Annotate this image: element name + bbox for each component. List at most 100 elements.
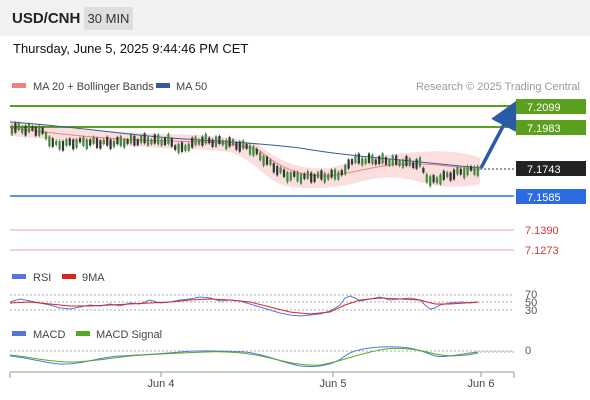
credit-label: Research © 2025 Trading Central [416, 81, 580, 93]
candle-body [391, 155, 394, 166]
candle-body [337, 171, 340, 180]
ma50-legend-label: MA 50 [176, 81, 207, 93]
candle-body [388, 160, 391, 166]
candle-body [354, 154, 357, 163]
rsi-tick-70: 70 [525, 289, 537, 301]
candle-body [126, 139, 129, 144]
candle-body [412, 162, 415, 169]
candle-body [14, 122, 17, 133]
candle-body [242, 140, 245, 149]
candle-body [112, 140, 116, 147]
candle-body [38, 125, 41, 136]
macd-line [9, 346, 479, 367]
candle-body [259, 152, 262, 161]
candle-body [357, 153, 360, 164]
candle-body [187, 143, 190, 151]
timeframe-button[interactable]: 30 MIN [84, 7, 133, 30]
candle-body [82, 137, 85, 146]
candle-body [293, 171, 296, 177]
candle-body [449, 172, 452, 181]
candle-body [269, 159, 272, 165]
symbol-label: USD/CNH [12, 10, 81, 27]
candle-body [197, 139, 201, 145]
candle-body [452, 169, 456, 180]
candle-body [435, 177, 439, 184]
candle-body [72, 139, 75, 150]
candle-body [313, 174, 316, 183]
candle-body [289, 172, 292, 181]
candle-body [34, 127, 37, 136]
candle-body [344, 164, 347, 175]
ma20-legend-swatch [12, 83, 26, 88]
macd-tick-0: 0 [525, 345, 531, 357]
candle-body [177, 143, 180, 153]
macd-signal-legend-label: MACD Signal [96, 329, 162, 341]
candle-body [320, 170, 323, 180]
candle-body [422, 167, 425, 173]
candle-body [395, 155, 398, 165]
candle-body [41, 127, 44, 134]
bollinger-band [10, 120, 480, 189]
candle-body [119, 136, 122, 147]
candle-body [327, 174, 330, 180]
price-levels [10, 105, 514, 251]
candle-body [446, 172, 449, 178]
forecast-arrow [479, 100, 517, 169]
candle-body [153, 134, 156, 144]
macd-signal-line [9, 347, 479, 366]
candle-body [48, 136, 51, 147]
macd-legend-swatch [12, 331, 26, 336]
rsi-ma-legend-swatch [62, 274, 76, 279]
candle-body [432, 175, 435, 183]
price-tag-last: 7.1743 [516, 161, 586, 176]
candle-body [282, 169, 286, 178]
candle-body [361, 157, 364, 166]
candle-body [333, 169, 337, 180]
candle-body [367, 153, 371, 163]
x-tick-jun6: Jun 6 [468, 378, 495, 390]
candle-body [170, 138, 173, 147]
candle-body [214, 136, 218, 147]
candle-body [61, 140, 65, 151]
candle-body [306, 171, 309, 179]
candle-body [238, 141, 241, 152]
candle-body [347, 159, 350, 169]
candle-body [473, 166, 476, 175]
candle-body [245, 143, 248, 149]
candle-body [194, 136, 197, 145]
candle-body [116, 137, 119, 145]
candle-body [316, 172, 320, 178]
candle-body [211, 139, 214, 147]
title-bar: USD/CNH 30 MIN [0, 0, 590, 36]
candle-body [303, 173, 306, 180]
ma50-line [9, 121, 481, 169]
candle-body [469, 166, 473, 171]
candle-body [228, 137, 231, 147]
candle-body [466, 165, 469, 176]
candle-body [102, 139, 105, 145]
x-tick-jun5: Jun 5 [320, 378, 347, 390]
candle-body [150, 139, 153, 145]
candle-body [381, 153, 384, 164]
price-tag-resistance-2: 7.1983 [516, 120, 586, 135]
candle-body [51, 138, 54, 147]
candle-body [160, 139, 163, 146]
candle-body [89, 139, 92, 146]
rsi-tick-30: 30 [525, 305, 537, 317]
candle-body [140, 135, 143, 143]
candle-body [129, 134, 133, 144]
candle-body [106, 136, 109, 146]
candle-body [191, 137, 194, 148]
candle-body [235, 142, 238, 150]
candle-body [405, 155, 408, 166]
candle-body [136, 139, 139, 146]
ma50-legend-swatch [156, 83, 170, 88]
price-tag-text: 7.2099 [527, 102, 561, 114]
candle-body [218, 135, 221, 145]
candle-body [109, 139, 112, 150]
candle-body [17, 123, 20, 131]
candle-body [371, 154, 374, 165]
candle-body [364, 158, 367, 164]
candle-body [425, 174, 428, 183]
